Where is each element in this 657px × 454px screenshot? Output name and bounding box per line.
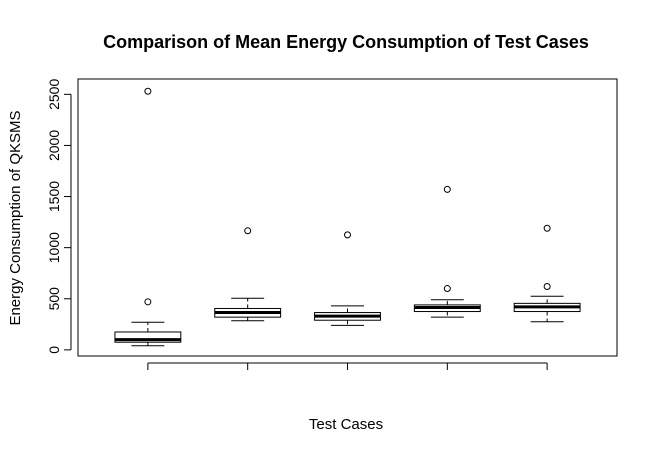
y-tick-label: 1000 (46, 232, 62, 263)
outlier-point (543, 224, 551, 232)
y-tick-label: 1500 (46, 181, 62, 212)
outlier-point (543, 282, 551, 290)
y-axis-label: Energy Consumption of QKSMS (7, 110, 24, 325)
outlier-point (244, 227, 252, 235)
outlier-point (443, 285, 451, 293)
x-axis-label: Test Cases (309, 416, 383, 433)
y-tick-label: 2500 (46, 79, 62, 110)
plot-frame (77, 78, 618, 357)
x-axis (147, 362, 548, 370)
y-tick-label: 500 (46, 287, 62, 311)
y-tick-label: 0 (46, 346, 62, 354)
box (114, 331, 182, 343)
outlier-point (443, 185, 451, 193)
outlier-point (344, 231, 351, 239)
y-tick-label: 2000 (46, 130, 62, 161)
box-series (114, 87, 581, 347)
y-axis: 0 500 1000 1500 2000 2500 (46, 79, 72, 354)
chart-title: Comparison of Mean Energy Consumption of… (103, 32, 589, 52)
outlier-point (144, 87, 152, 95)
outlier-point (144, 298, 152, 306)
